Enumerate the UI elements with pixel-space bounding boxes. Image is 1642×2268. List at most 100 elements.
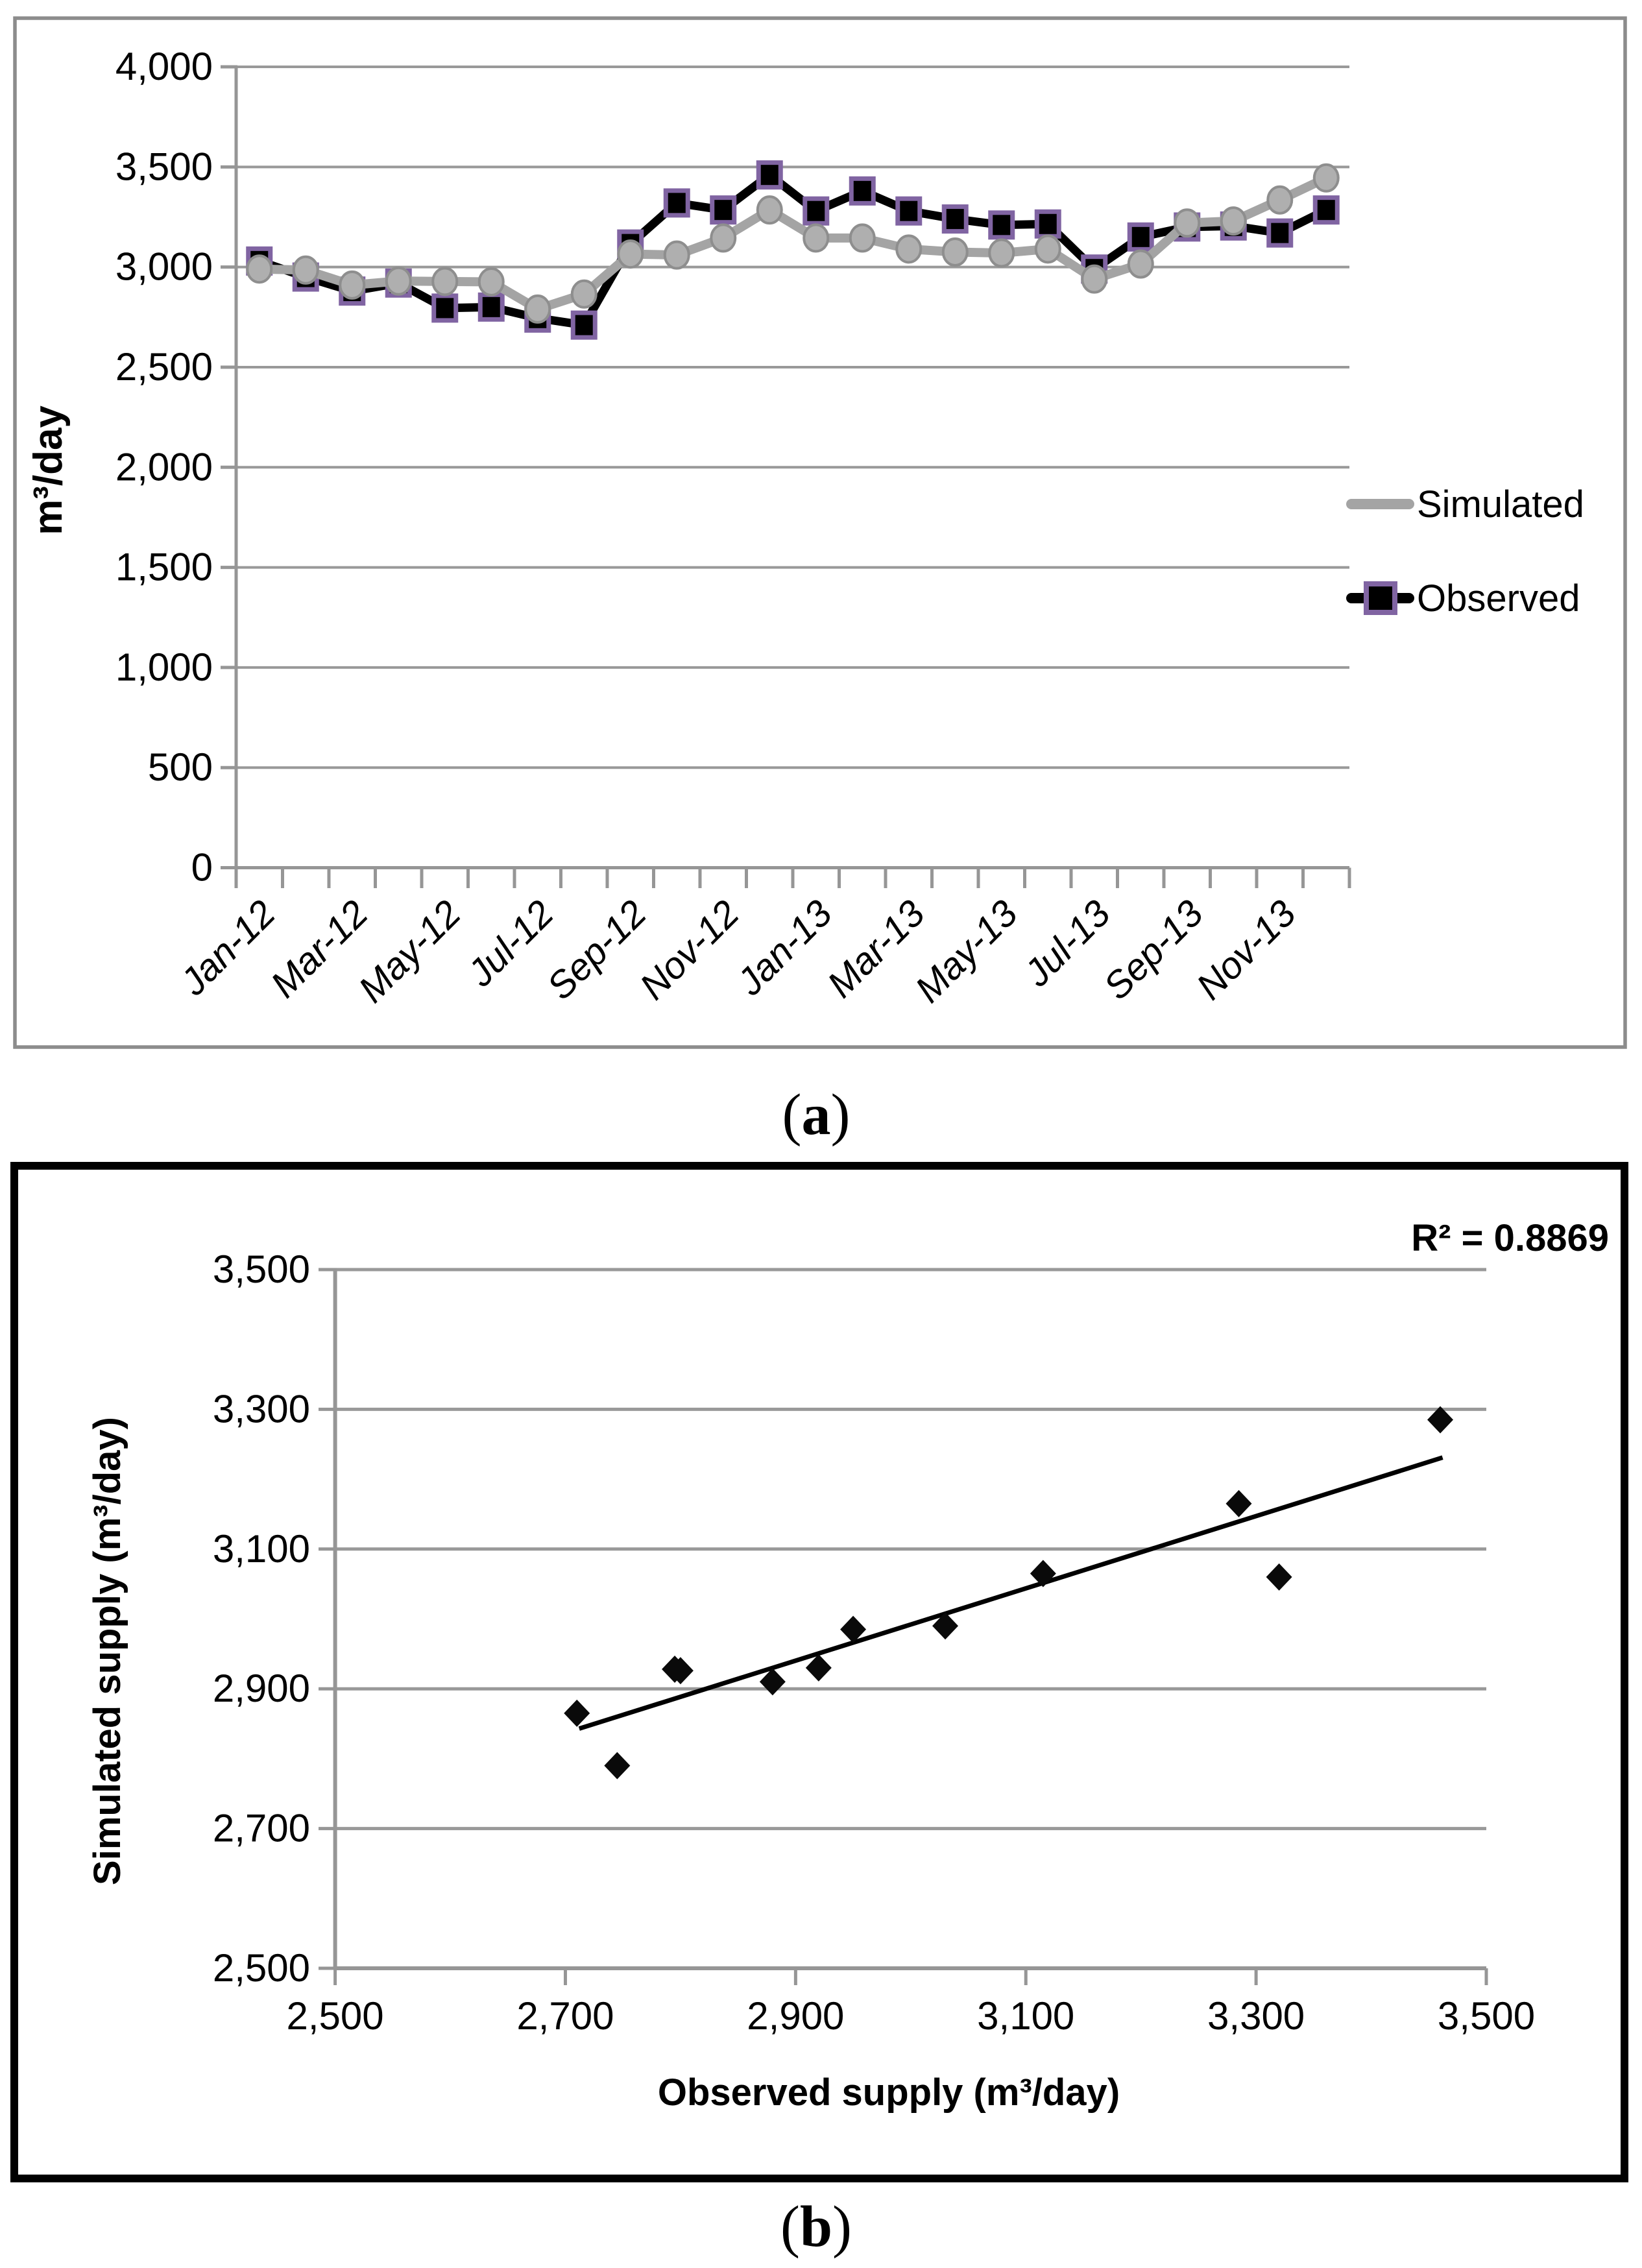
scatter-data-point bbox=[932, 1612, 959, 1640]
simulated-data-point bbox=[710, 223, 737, 253]
x-tick-label: Sep-12 bbox=[539, 892, 655, 1007]
caption-a-open-paren: ( bbox=[782, 1083, 802, 1147]
caption-b-open-paren: ( bbox=[780, 2195, 800, 2259]
observed-data-point bbox=[1127, 222, 1154, 252]
y-tick-label: 2,900 bbox=[213, 1667, 310, 1710]
scatter-data-point bbox=[667, 1657, 694, 1685]
x-tick-label: 3,100 bbox=[977, 1994, 1074, 2038]
simulated-data-point bbox=[1034, 234, 1061, 264]
legend-observed-marker-swatch bbox=[1364, 581, 1397, 615]
x-tick-label: Nov-12 bbox=[632, 892, 747, 1007]
chart-a-border bbox=[13, 16, 1627, 1049]
observed-data-point bbox=[895, 196, 923, 226]
legend-simulated-label: Simulated bbox=[1417, 483, 1584, 525]
chart-a-plot: 0 500 1,000 1,500 2,000 2,500 3,000 3,500 4,000 J… bbox=[115, 45, 1351, 1011]
simulated-data-point bbox=[570, 279, 598, 309]
r-squared-annotation: R² = 0.8869 bbox=[1411, 1217, 1609, 1259]
scatter-data-point bbox=[604, 1752, 631, 1779]
observed-data-point bbox=[477, 292, 505, 322]
caption-a-letter: a bbox=[802, 1083, 831, 1147]
caption-a-close-paren: ) bbox=[831, 1083, 851, 1147]
x-tick-label: 3,500 bbox=[1438, 1994, 1535, 2038]
simulated-data-point bbox=[524, 294, 551, 324]
observed-data-point bbox=[941, 204, 969, 234]
simulated-data-point bbox=[663, 240, 690, 270]
observed-data-point bbox=[431, 293, 459, 323]
simulated-data-point bbox=[941, 237, 969, 267]
chart-b-plot: 2,500 2,700 2,900 3,100 3,300 3,500 2,500 2,700… bbox=[213, 1248, 1535, 2038]
caption-b-close-paren: ) bbox=[832, 2195, 852, 2259]
observed-data-point bbox=[710, 195, 737, 225]
x-tick-label: 3,300 bbox=[1207, 1994, 1305, 2038]
chart-a-legend: Simulated Observed bbox=[1346, 483, 1584, 620]
x-tick-label: 2,900 bbox=[747, 1994, 844, 2038]
y-tick-label: 3,000 bbox=[115, 245, 213, 289]
x-tick-label: 2,500 bbox=[287, 1994, 384, 2038]
observed-series-line bbox=[258, 171, 1329, 330]
y-tick-label: 3,500 bbox=[213, 1248, 310, 1291]
y-tick-label: 0 bbox=[191, 846, 213, 889]
y-tick-label: 1,000 bbox=[115, 645, 213, 689]
chart-b-y-axis-title: Simulated supply (m³/day) bbox=[86, 1417, 128, 1885]
observed-data-point bbox=[988, 210, 1015, 240]
simulated-data-point bbox=[756, 195, 783, 225]
simulated-data-point bbox=[1127, 249, 1154, 279]
simulated-data-point bbox=[849, 223, 876, 253]
trendline bbox=[578, 1455, 1443, 1731]
simulated-data-point bbox=[431, 267, 459, 296]
simulated-data-point bbox=[1312, 163, 1340, 193]
simulated-data-point bbox=[477, 267, 505, 296]
scatter-data-point bbox=[1266, 1563, 1292, 1591]
observed-data-point bbox=[663, 188, 690, 218]
simulated-data-point bbox=[385, 266, 412, 296]
chart-b-border bbox=[10, 1162, 1628, 2182]
y-tick-label: 2,500 bbox=[115, 345, 213, 389]
simulated-data-point bbox=[1266, 185, 1294, 215]
simulated-data-point bbox=[246, 254, 273, 284]
legend-observed-label: Observed bbox=[1417, 577, 1580, 620]
scatter-data-point bbox=[1030, 1560, 1056, 1587]
caption-b-letter: b bbox=[800, 2195, 832, 2259]
simulated-data-point bbox=[339, 270, 366, 300]
simulated-data-point bbox=[1220, 206, 1247, 236]
observed-data-point bbox=[1266, 218, 1294, 248]
x-tick-label: Jan-12 bbox=[172, 892, 284, 1004]
chart-a-y-axis-title: m³/day bbox=[26, 405, 71, 535]
chart-b-x-axis-title: Observed supply (m³/day) bbox=[658, 2071, 1120, 2114]
y-tick-label: 2,700 bbox=[213, 1807, 310, 1850]
caption-b: (b) bbox=[780, 2195, 852, 2259]
x-tick-label: Sep-13 bbox=[1096, 892, 1211, 1007]
simulated-data-point bbox=[988, 238, 1015, 268]
scatter-data-point bbox=[759, 1668, 786, 1696]
y-tick-label: 4,000 bbox=[115, 45, 213, 88]
simulated-data-point bbox=[1174, 208, 1201, 238]
observed-data-point bbox=[570, 310, 598, 340]
caption-a: (a) bbox=[782, 1083, 851, 1147]
scatter-data-point bbox=[564, 1699, 590, 1727]
scatter-data-point bbox=[1427, 1406, 1454, 1434]
simulated-data-point bbox=[1081, 264, 1108, 294]
y-tick-label: 2,500 bbox=[213, 1946, 310, 1990]
y-tick-label: 500 bbox=[148, 745, 213, 789]
observed-data-point bbox=[849, 176, 876, 206]
observed-data-point bbox=[803, 196, 830, 226]
x-tick-label: 2,700 bbox=[516, 1994, 614, 2038]
scatter-data-point bbox=[805, 1654, 832, 1682]
scatter-data-point bbox=[840, 1615, 867, 1643]
y-tick-label: 3,300 bbox=[213, 1387, 310, 1430]
x-tick-label: May-12 bbox=[350, 892, 469, 1011]
y-tick-label: 3,500 bbox=[115, 145, 213, 188]
observed-data-point bbox=[1034, 209, 1061, 239]
simulated-data-point bbox=[617, 239, 644, 269]
observed-data-point bbox=[1312, 195, 1340, 225]
simulated-data-point bbox=[895, 234, 923, 264]
x-tick-label: Nov-13 bbox=[1189, 892, 1304, 1007]
simulated-data-point bbox=[803, 223, 830, 253]
y-tick-label: 1,500 bbox=[115, 546, 213, 589]
x-tick-label: May-13 bbox=[907, 892, 1026, 1011]
observed-data-point bbox=[756, 160, 783, 190]
y-tick-label: 3,100 bbox=[213, 1527, 310, 1571]
scatter-data-point bbox=[1225, 1490, 1252, 1517]
y-tick-label: 2,000 bbox=[115, 445, 213, 489]
